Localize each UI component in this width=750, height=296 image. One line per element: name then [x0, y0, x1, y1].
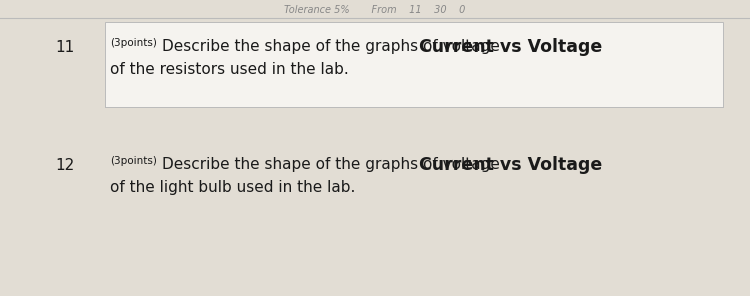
Text: (3points): (3points) — [110, 38, 157, 48]
Text: Current vs Voltage: Current vs Voltage — [419, 38, 603, 56]
FancyBboxPatch shape — [105, 22, 723, 107]
Text: 11: 11 — [56, 40, 75, 55]
Text: Current vs Voltage: Current vs Voltage — [419, 156, 603, 174]
Text: of the light bulb used in the lab.: of the light bulb used in the lab. — [110, 180, 356, 195]
Text: Describe the shape of the graphs of voltage: Describe the shape of the graphs of volt… — [162, 39, 505, 54]
Text: of the resistors used in the lab.: of the resistors used in the lab. — [110, 62, 349, 77]
Text: Tolerance 5%       From    11    30    0: Tolerance 5% From 11 30 0 — [284, 5, 466, 15]
Text: Describe the shape of the graphs of voltage: Describe the shape of the graphs of volt… — [162, 157, 505, 172]
Text: 12: 12 — [56, 158, 75, 173]
Text: (3points): (3points) — [110, 156, 157, 166]
